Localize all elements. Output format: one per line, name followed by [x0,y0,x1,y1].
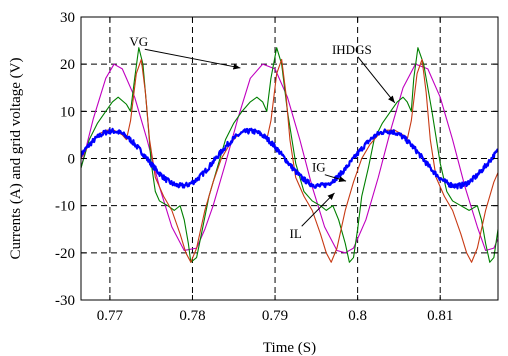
annotation-arrow [357,56,396,104]
annotations: VG IHDGS IG IL [129,34,396,241]
y-tick-label: 10 [60,104,75,120]
annotation-ig: IG [312,160,326,175]
x-tick-label: 0.81 [427,308,453,324]
y-tick-label: -30 [55,293,75,309]
x-tick-label: 0.78 [179,308,205,324]
x-tick-label: 0.79 [262,308,288,324]
x-axis-label: Time (S) [263,340,316,356]
annotation-arrow [301,192,335,227]
y-tick-label: 30 [60,10,75,26]
annotation-vg: VG [129,34,148,49]
axis-ticks: 0.77 0.78 0.79 0.8 0.81 -30 -20 -10 0 10 20 30 [55,10,498,324]
y-tick-label: 20 [60,57,75,73]
annotation-ihdgs: IHDGS [332,42,372,57]
x-tick-label: 0.77 [97,308,124,324]
y-tick-label: -20 [55,246,75,262]
y-tick-label: -10 [55,199,75,215]
plot-series [81,47,498,263]
annotation-il: IL [290,226,302,241]
grid-lines [81,17,498,300]
y-axis-label: Currents (A) and grid voltage (V) [8,57,24,259]
series-line-il [81,58,498,263]
series-line-ig [81,127,498,190]
y-tick-label: 0 [68,152,76,168]
annotation-arrow [144,48,241,70]
annotation-arrow [324,174,347,182]
series-line-vg [81,63,498,254]
x-tick-label: 0.8 [348,308,367,324]
